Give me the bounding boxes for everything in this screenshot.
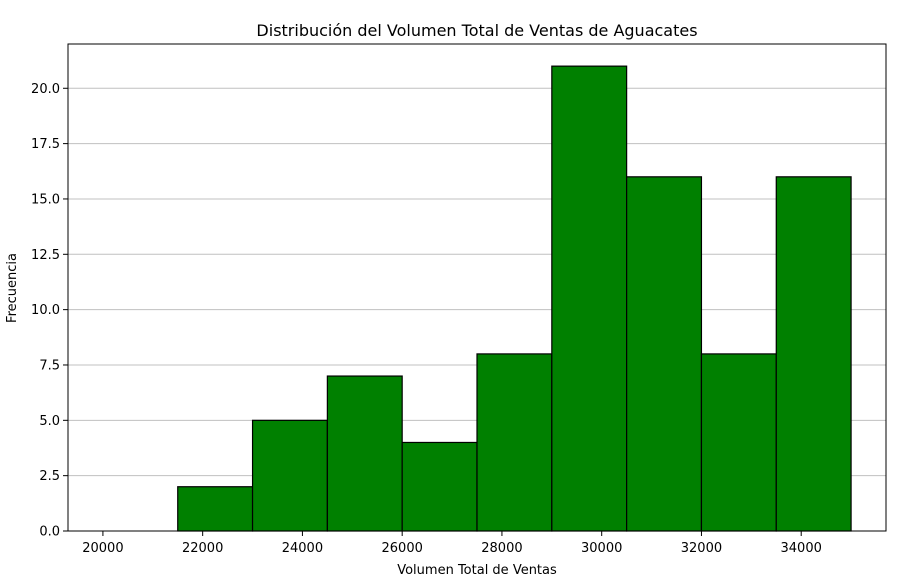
histogram-bar-9 <box>775 176 852 532</box>
grid-lines <box>68 87 886 532</box>
y-tick-label-8: 20.0 <box>31 82 60 97</box>
x-axis-label: Volumen Total de Ventas <box>397 563 557 578</box>
histogram-bar-3 <box>326 375 403 532</box>
x-tick-label-0: 20000 <box>82 541 123 556</box>
y-tick-label-0: 0.0 <box>39 525 60 540</box>
x-tick-label-7: 34000 <box>781 541 822 556</box>
y-tick-label-6: 15.0 <box>31 192 60 207</box>
y-tick-label-1: 2.5 <box>39 469 60 484</box>
histogram-bar-6 <box>551 65 628 532</box>
y-tick-label-3: 7.5 <box>39 358 60 373</box>
x-tick-label-5: 30000 <box>581 541 622 556</box>
chart-title: Distribución del Volumen Total de Ventas… <box>256 21 697 40</box>
histogram-bar-7 <box>626 176 703 532</box>
histogram-bar-4 <box>401 441 478 532</box>
y-tick-label-2: 5.0 <box>39 414 60 429</box>
histogram-bar-8 <box>700 353 777 532</box>
y-tick-label-4: 10.0 <box>31 303 60 318</box>
x-axis-ticks: 20000 22000 24000 26000 28000 30000 32000 34000 <box>82 531 822 556</box>
x-tick-label-3: 26000 <box>382 541 423 556</box>
histogram-bar-2 <box>251 419 328 532</box>
x-tick-label-4: 28000 <box>481 541 522 556</box>
y-tick-label-7: 17.5 <box>31 137 60 152</box>
y-axis-ticks: 0.0 2.5 5.0 7.5 10.0 12.5 15.0 17.5 20.0 <box>31 82 68 540</box>
x-tick-label-1: 22000 <box>182 541 223 556</box>
x-tick-label-6: 32000 <box>681 541 722 556</box>
bars <box>177 65 852 532</box>
y-axis-label: Frecuencia <box>5 253 20 323</box>
histogram-bar-5 <box>476 353 553 532</box>
histogram-bar-1 <box>177 486 254 532</box>
plot-frame <box>67 43 887 532</box>
x-tick-label-2: 24000 <box>282 541 323 556</box>
y-tick-label-5: 12.5 <box>31 248 60 263</box>
